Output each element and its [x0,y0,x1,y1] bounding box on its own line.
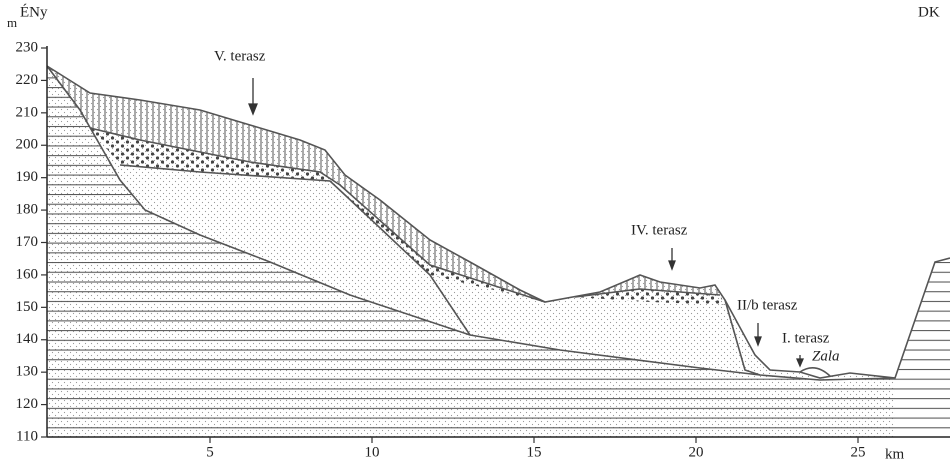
direction-left: ÉNy [20,3,48,20]
annotation: V. terasz [214,48,266,64]
y-tick-label: 180 [16,202,39,218]
y-tick-label: 200 [16,137,39,153]
y-tick-label: 220 [16,72,39,88]
y-tick-label: 120 [16,396,39,412]
direction-right: DK [918,4,940,20]
annotation: I. terasz [782,330,830,346]
y-tick-label: 110 [16,428,38,444]
y-tick-label: 140 [16,331,39,347]
annotation: IV. terasz [631,222,688,238]
y-tick-label: 130 [16,364,39,380]
y-tick-label: 170 [16,234,39,250]
y-tick-label: 210 [16,104,39,120]
y-tick-label: 160 [16,266,39,282]
cross-section: ÉNy DK m km V. terasz IV. terasz II/b te… [0,0,950,465]
y-axis-label: m [7,15,17,30]
x-axis-label: km [885,446,905,462]
y-tick-label: 190 [16,169,39,185]
y-tick-label: 230 [16,39,39,55]
annotation: II/b terasz [737,297,798,313]
layers [47,66,950,437]
x-tick-label: 5 [206,444,214,460]
x-tick-label: 25 [851,444,866,460]
x-tick-label: 20 [689,444,704,460]
annotation: Zala [812,348,840,364]
x-tick-label: 15 [527,444,542,460]
y-tick-label: 150 [16,299,39,315]
x-tick-label: 10 [365,444,380,460]
